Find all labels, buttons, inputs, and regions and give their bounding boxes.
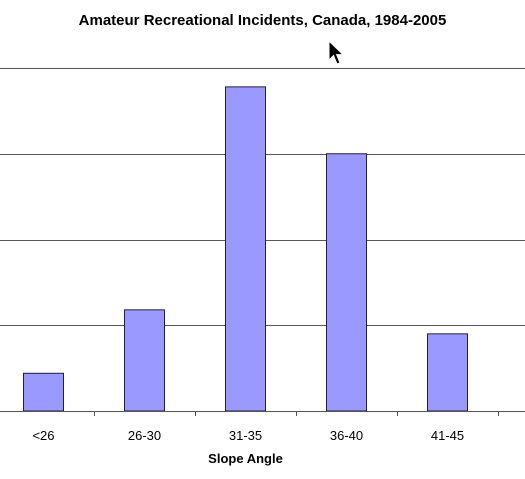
- x-tick-label: 36-40: [330, 428, 363, 443]
- x-tick-label: <26: [32, 428, 54, 443]
- bars: [23, 86, 468, 412]
- chart-title: Amateur Recreational Incidents, Canada, …: [78, 12, 447, 29]
- bar-31-35: [225, 86, 266, 412]
- x-tick-label: 26-30: [128, 428, 161, 443]
- bar-36-40: [326, 153, 367, 412]
- x-axis-title: Slope Angle: [208, 451, 283, 466]
- bar-41-45: [427, 333, 468, 412]
- x-tick-labels: <26 26-30 31-35 36-40 41-45: [32, 428, 464, 443]
- x-tick-label: 41-45: [431, 428, 464, 443]
- mouse-pointer-icon: [328, 40, 345, 65]
- x-axis-ticks: [94, 411, 499, 416]
- bar-<26: [23, 372, 64, 412]
- x-tick-label: 31-35: [229, 428, 262, 443]
- bar-26-30: [124, 309, 165, 412]
